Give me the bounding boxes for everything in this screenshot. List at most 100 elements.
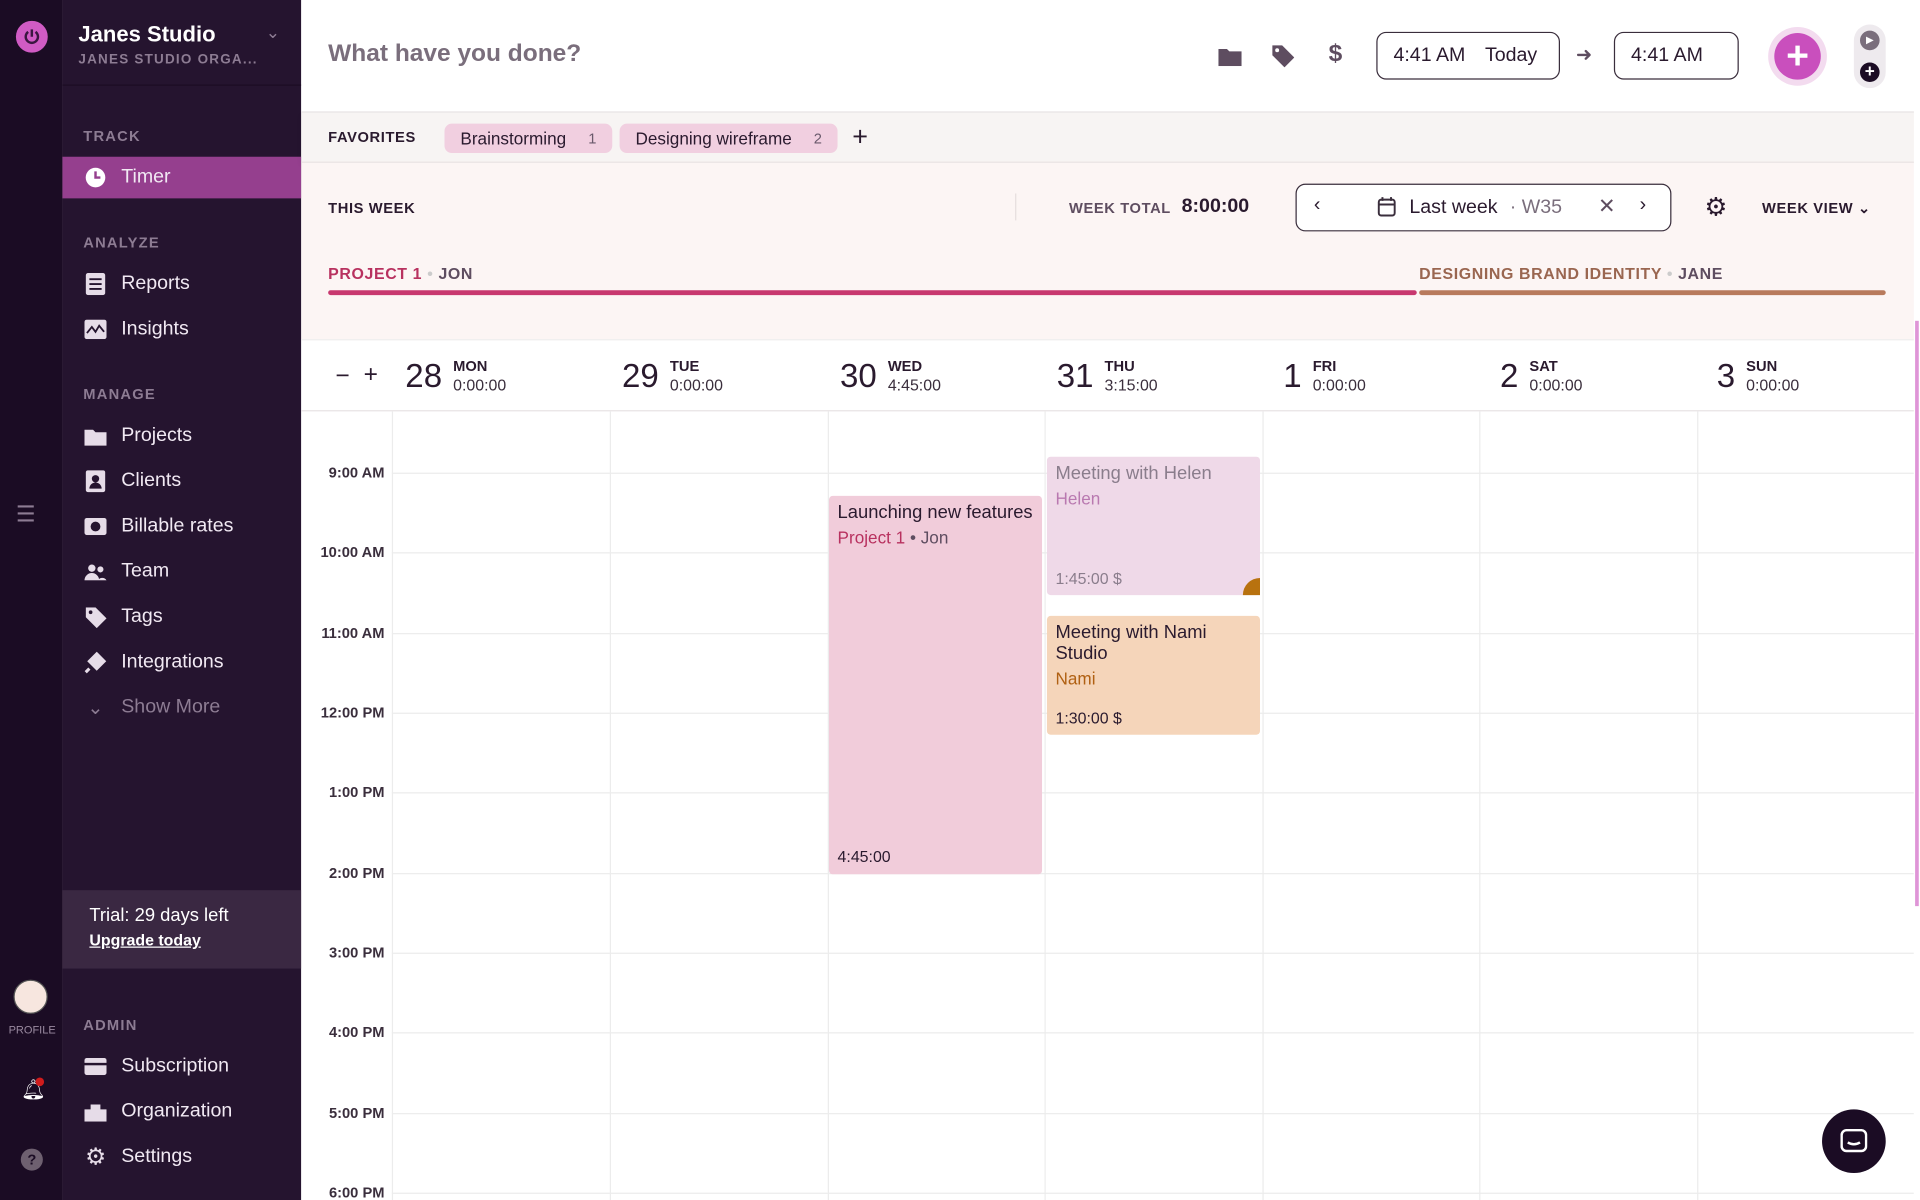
start-day: Today [1484,44,1538,66]
dollar-icon [83,514,107,538]
hour-line [391,1112,1914,1114]
avatar[interactable] [13,979,48,1014]
team-icon [83,560,107,584]
day-header-tue[interactable]: 29 TUE 0:00:00 [622,356,723,395]
favorite-count: 2 [813,129,822,147]
section-manage: MANAGE [83,385,156,403]
entry-duration: 1:45:00 [1055,569,1109,588]
collapse-sidebar-icon[interactable]: ☰ [15,502,36,527]
hour-label: 3:00 PM [328,944,385,962]
day-header-thu[interactable]: 31 THU 3:15:00 [1056,356,1158,395]
next-week-button[interactable]: › [1639,194,1647,216]
play-icon[interactable]: ▶ [1860,30,1880,51]
zoom-in-button[interactable]: + [363,361,378,389]
time-entry[interactable]: Meeting with Helen Helen 1:45:00 $ [1046,456,1261,596]
plus-icon: + [1774,33,1821,80]
time-entry[interactable]: Meeting with Nami Studio Nami 1:30:00 $ [1046,615,1261,735]
hour-label: 2:00 PM [328,864,385,882]
sidebar-item-label: Subscription [121,1055,230,1077]
time-entry[interactable]: Launching new features Project 1 • Jon 4… [828,495,1043,875]
sidebar-item-label: Show More [121,696,221,718]
sidebar-item-label: Team [121,560,170,582]
calendar-grid[interactable]: Launching new features Project 1 • Jon 4… [301,411,1914,1200]
tag-icon[interactable] [1272,45,1295,73]
day-column-divider [1697,411,1699,1200]
sidebar-item-organization[interactable]: Organization [62,1091,301,1133]
scrollbar[interactable] [1913,0,1920,1200]
sidebar-item-clients[interactable]: Clients [62,460,301,502]
favorites-bar: FAVORITES Brainstorming 1 Designing wiref… [301,112,1920,163]
folder-icon [83,424,107,448]
sidebar-item-insights[interactable]: Insights [62,309,301,351]
tag-icon [83,605,107,629]
help-icon[interactable]: ? [20,1148,43,1171]
end-time-field[interactable]: 4:41 AM [1613,31,1739,80]
sidebar-item-timer[interactable]: Timer [62,156,302,199]
notification-dot [35,1077,45,1087]
org-name: Janes Studio [78,22,216,47]
chat-icon [1840,1128,1868,1153]
favorite-label: Designing wireframe [635,128,792,149]
favorites-label: FAVORITES [328,128,416,146]
billable-dollar-icon[interactable]: $ [1328,40,1343,68]
sidebar-item-integrations[interactable]: Integrations [62,642,301,684]
entry-client: Helen [1055,488,1101,509]
add-favorite-button[interactable]: + [852,121,868,152]
zoom-out-button[interactable]: − [335,362,350,390]
manual-plus-icon[interactable]: + [1860,62,1880,83]
day-header-sun[interactable]: 3 SUN 0:00:00 [1716,356,1800,395]
org-switcher[interactable]: Janes Studio JANES STUDIO ORGA... ⌄ [62,0,302,86]
day-column-divider [1044,411,1046,1200]
mode-toggle[interactable]: ▶ + [1853,24,1886,89]
hour-label: 12:00 PM [320,704,385,722]
week-view-dropdown[interactable]: WEEK VIEW ⌄ [1762,200,1871,217]
entry-title: Meeting with Nami Studio [1055,622,1207,664]
project-name: PROJECT 1 [328,264,423,283]
section-analyze: ANALYZE [83,233,160,252]
sidebar: Janes Studio JANES STUDIO ORGA... ⌄ TRAC… [62,0,302,1200]
sidebar-item-tags[interactable]: Tags [62,596,301,638]
sidebar-item-billable-rates[interactable]: Billable rates [62,506,301,548]
project-legend: DESIGNING BRAND IDENTITY • JANE [1419,264,1723,283]
sidebar-item-settings[interactable]: ⚙ Settings [62,1136,301,1178]
sidebar-item-subscription[interactable]: Subscription [62,1046,301,1088]
trial-text: Trial: 29 days left [89,904,229,926]
power-icon[interactable] [15,20,48,53]
week-picker[interactable]: ‹ Last week · W35 ✕ › [1295,183,1672,232]
sidebar-item-label: Tags [121,606,163,627]
add-entry-button[interactable]: + [1768,26,1827,86]
gear-icon[interactable]: ⚙ [1704,193,1728,222]
resize-handle[interactable] [1242,577,1261,596]
sidebar-item-team[interactable]: Team [62,551,301,593]
day-header-sat[interactable]: 2 SAT 0:00:00 [1500,356,1583,395]
entry-title: Launching new features [837,502,1033,523]
day-header-mon[interactable]: 28 MON 0:00:00 [405,356,507,395]
sidebar-item-label: Projects [121,424,192,446]
description-input[interactable]: What have you done? [328,40,582,68]
day-header-wed[interactable]: 30 WED 4:45:00 [840,356,941,395]
sidebar-item-reports[interactable]: Reports [62,263,301,305]
upgrade-link[interactable]: Upgrade today [89,930,201,949]
day-column-divider [1479,411,1481,1200]
chat-support-button[interactable] [1822,1109,1886,1174]
chevron-down-icon: ⌄ [87,697,104,719]
hour-label: 4:00 PM [328,1024,385,1042]
favorite-chip[interactable]: Brainstorming 1 [444,123,613,154]
start-time-field[interactable]: 4:41 AM Today [1376,31,1561,80]
bell-icon[interactable]: 🔔︎ [21,1077,46,1102]
chevron-down-icon[interactable]: ⌄ [265,22,281,42]
day-header-fri[interactable]: 1 FRI 0:00:00 [1283,356,1366,395]
entry-duration: 1:30:00 [1055,708,1109,728]
sidebar-item-label: Insights [121,318,189,340]
previous-week-button[interactable]: ‹ [1313,194,1321,216]
week-summary: THIS WEEK WEEK TOTAL 8:00:00 ‹ Last week… [301,162,1914,341]
day-column-divider [827,411,829,1200]
project-folder-icon[interactable] [1218,47,1242,73]
section-admin: ADMIN [83,1016,138,1034]
sidebar-item-projects[interactable]: Projects [62,415,301,457]
project-person: JON [438,264,474,283]
end-time: 4:41 AM [1631,44,1703,66]
sidebar-show-more[interactable]: ⌄ Show More [62,687,301,729]
clear-week-button[interactable]: ✕ [1597,194,1616,218]
favorite-chip[interactable]: Designing wireframe 2 [619,123,838,154]
